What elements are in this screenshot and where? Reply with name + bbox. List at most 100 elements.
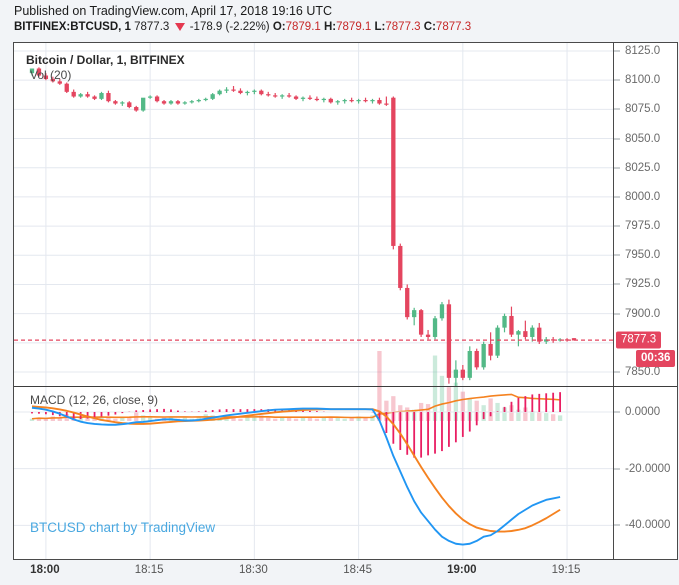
candle-body [245, 91, 250, 94]
candle-body [120, 102, 125, 104]
volume-bar [113, 418, 118, 421]
quote-line: BITFINEX:BTCUSD, 1 7877.3 -178.9 (-2.22%… [14, 20, 674, 35]
candle-body [78, 94, 83, 97]
candle-body [203, 98, 208, 101]
volume-bar [557, 415, 563, 421]
axis-tick [614, 138, 620, 140]
candle-body [57, 81, 62, 84]
candle-body [398, 245, 403, 288]
pane-divider-axis [613, 386, 677, 387]
volume-bar [120, 417, 125, 421]
last-price: 7877.3 [134, 21, 170, 33]
time-axis-tick-label: 18:15 [134, 564, 164, 576]
volume-bar [356, 416, 361, 421]
candle-body [196, 100, 201, 102]
low-label: L: [374, 21, 386, 33]
candle-body [425, 334, 431, 337]
volume-bar [307, 416, 313, 421]
macd-axis-tick-label: -20.0000 [625, 462, 671, 475]
volume-bar [509, 405, 514, 421]
candle-body [286, 95, 292, 97]
volume-bar [432, 355, 438, 421]
candle-body [217, 90, 222, 95]
axis-tick [614, 196, 620, 198]
candle-body [495, 327, 500, 356]
axis-tick [614, 313, 620, 315]
volume-bar [259, 415, 264, 421]
candle-body [106, 93, 111, 102]
price-axis[interactable]: 8125.0 8100.0 8075.0 8050.0 8025.0 8000.0 7975… [613, 43, 677, 559]
pane-divider [14, 386, 613, 387]
volume-bar [36, 417, 42, 421]
candle-body [516, 331, 521, 335]
volume-bar [328, 416, 333, 421]
volume-bar [266, 417, 271, 421]
high-label: H: [324, 21, 337, 33]
candle-body [64, 83, 69, 92]
candle-body [259, 90, 264, 95]
open-label: O: [272, 21, 286, 33]
volume-bar [279, 416, 285, 421]
candle-body [328, 98, 333, 103]
candle-body [377, 100, 382, 104]
candle-body [182, 102, 188, 104]
candle-body [509, 315, 514, 335]
candle-body [488, 343, 493, 356]
volume-bar [29, 418, 35, 421]
grid-lines [14, 43, 613, 559]
volume-bar [300, 417, 306, 421]
candle-body [71, 91, 76, 97]
chart-header: Published on TradingView.com, April 17, … [14, 4, 674, 35]
axis-tick [614, 524, 620, 526]
candle-body [134, 107, 139, 111]
candle-body [293, 96, 299, 99]
candle-body [175, 101, 181, 104]
axis-tick [614, 371, 620, 373]
volume-bar [147, 417, 153, 421]
candle-body [154, 96, 160, 102]
volume-bar [57, 417, 62, 421]
chart-frame[interactable]: Bitcoin / Dollar, 1, BITFINEX Vol (20) M… [13, 42, 678, 560]
candle-body [92, 96, 97, 99]
price-axis-tick-label: 8125.0 [625, 45, 661, 57]
volume-bar [544, 413, 549, 421]
candle-body [405, 287, 410, 318]
candle-body [224, 89, 229, 91]
macd-axis-tick-label: 0.0000 [625, 406, 661, 418]
volume-bar [363, 417, 368, 421]
candle-body [467, 350, 472, 378]
published-line: Published on TradingView.com, April 17, … [14, 4, 333, 18]
price-axis-tick-label: 8075.0 [625, 103, 661, 116]
volume-bar [523, 407, 528, 421]
candle-body [210, 94, 215, 99]
candle-body [523, 331, 528, 337]
time-axis[interactable]: 18:00 18:15 18:30 18:45 19:00 19:15 [13, 560, 678, 584]
candle-body [349, 100, 354, 102]
candle-body [412, 310, 417, 318]
candle-body [460, 369, 465, 378]
price-axis-tick-label: 8100.0 [625, 74, 661, 87]
price-axis-tick-label: 7850.0 [625, 366, 661, 378]
volume-bar [99, 416, 104, 421]
plot-area[interactable]: Bitcoin / Dollar, 1, BITFINEX Vol (20) M… [14, 43, 613, 559]
chart-canvas[interactable] [14, 43, 613, 559]
candle-body [99, 93, 104, 99]
price-axis-tick-label: 7925.0 [625, 278, 661, 291]
price-axis-tick-label: 8000.0 [625, 190, 661, 203]
macd-grid [14, 411, 613, 526]
volume-bar [453, 382, 459, 421]
time-axis-tick-label: 18:45 [343, 564, 372, 576]
candle-body [266, 94, 271, 96]
time-axis-tick-label: 19:00 [447, 564, 477, 576]
volume-bar [252, 417, 257, 421]
candle-body [279, 95, 285, 97]
candle-body [238, 90, 243, 94]
volume-bar [231, 417, 236, 421]
candle-body [502, 315, 507, 328]
candle-body [189, 101, 194, 103]
volume-bar [488, 398, 493, 421]
current-price-badge[interactable]: 7877.3 [616, 331, 662, 349]
symbol-label[interactable]: BITFINEX:BTCUSD, 1 [14, 21, 131, 33]
volume-bar [43, 418, 49, 421]
